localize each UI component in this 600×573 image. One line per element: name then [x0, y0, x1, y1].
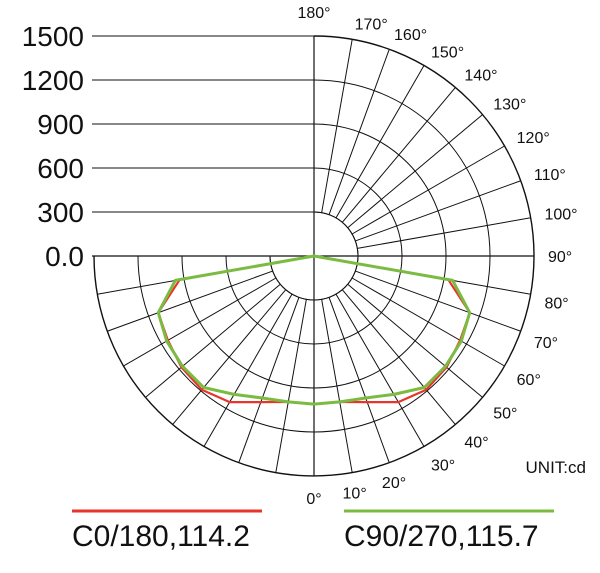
angle-tick-label: 170°	[355, 17, 388, 34]
radial-tick-label: 600	[37, 153, 84, 184]
angle-tick-label: 30°	[431, 458, 455, 475]
grid-spoke-lower	[203, 293, 293, 447]
grid-ring-upper	[313, 167, 403, 257]
angle-tick-label: 140°	[464, 68, 497, 85]
angle-tick-label: 20°	[382, 475, 406, 492]
radial-tick-label: 300	[37, 197, 84, 228]
angle-tick-label: 40°	[464, 434, 488, 451]
radial-tick-label: 1200	[22, 65, 84, 96]
grid-spoke-lower	[238, 297, 300, 463]
grid-spoke-lower	[321, 299, 353, 473]
grid-spoke-lower	[145, 283, 281, 398]
series-curve-1	[156, 254, 472, 406]
grid-spoke-upper	[357, 217, 531, 249]
grid-spoke-upper	[321, 39, 353, 213]
grid-spoke-lower	[335, 293, 425, 447]
grid-spoke-lower	[351, 277, 505, 367]
angle-tick-label: 160°	[394, 27, 427, 44]
angle-tick-label: 130°	[493, 97, 526, 114]
grid-spoke-lower	[275, 299, 307, 473]
angle-tick-label: 0°	[306, 491, 321, 508]
angle-tick-label: 70°	[534, 335, 558, 352]
grid-spoke-upper	[347, 114, 483, 229]
legend-label-1: C90/270,115.7	[344, 520, 539, 553]
grid-spoke-lower	[341, 289, 456, 425]
grid-spoke-lower	[172, 289, 287, 425]
grid-spoke-upper	[355, 180, 521, 242]
grid-spoke-upper	[341, 87, 456, 223]
unit-label: UNIT:cd	[526, 458, 586, 477]
grid-ring-upper	[313, 211, 359, 257]
grid-spoke-lower	[355, 270, 521, 332]
grid-spoke-lower	[347, 283, 483, 398]
grid-spoke-upper	[328, 49, 390, 215]
angle-tick-label: 110°	[534, 167, 566, 184]
grid-spoke-upper	[335, 65, 425, 219]
angle-tick-label: 90°	[548, 249, 572, 266]
grid-spoke-upper	[351, 145, 505, 235]
angle-tick-label: 100°	[544, 206, 577, 223]
angle-tick-label: 120°	[517, 130, 550, 147]
grid-ring-upper	[313, 79, 491, 257]
legend-label-0: C0/180,114.2	[72, 520, 250, 553]
angle-tick-label: 80°	[544, 296, 568, 313]
radial-tick-label: 0.0	[45, 241, 84, 272]
grid-spoke-lower	[328, 297, 390, 463]
grid-ring-upper	[313, 35, 535, 257]
grid-ring-upper	[313, 123, 447, 257]
angle-tick-label: 150°	[431, 44, 464, 61]
radial-tick-label: 900	[37, 109, 84, 140]
grid-spoke-lower	[123, 277, 277, 367]
grid-ring-upper	[313, 211, 359, 257]
angle-tick-label: 50°	[493, 405, 517, 422]
angle-tick-label: 180°	[297, 5, 330, 22]
grid-spoke-lower	[107, 270, 273, 332]
radial-tick-label: 1500	[22, 21, 84, 52]
angle-tick-label: 60°	[517, 372, 541, 389]
angle-tick-label: 10°	[343, 485, 367, 502]
